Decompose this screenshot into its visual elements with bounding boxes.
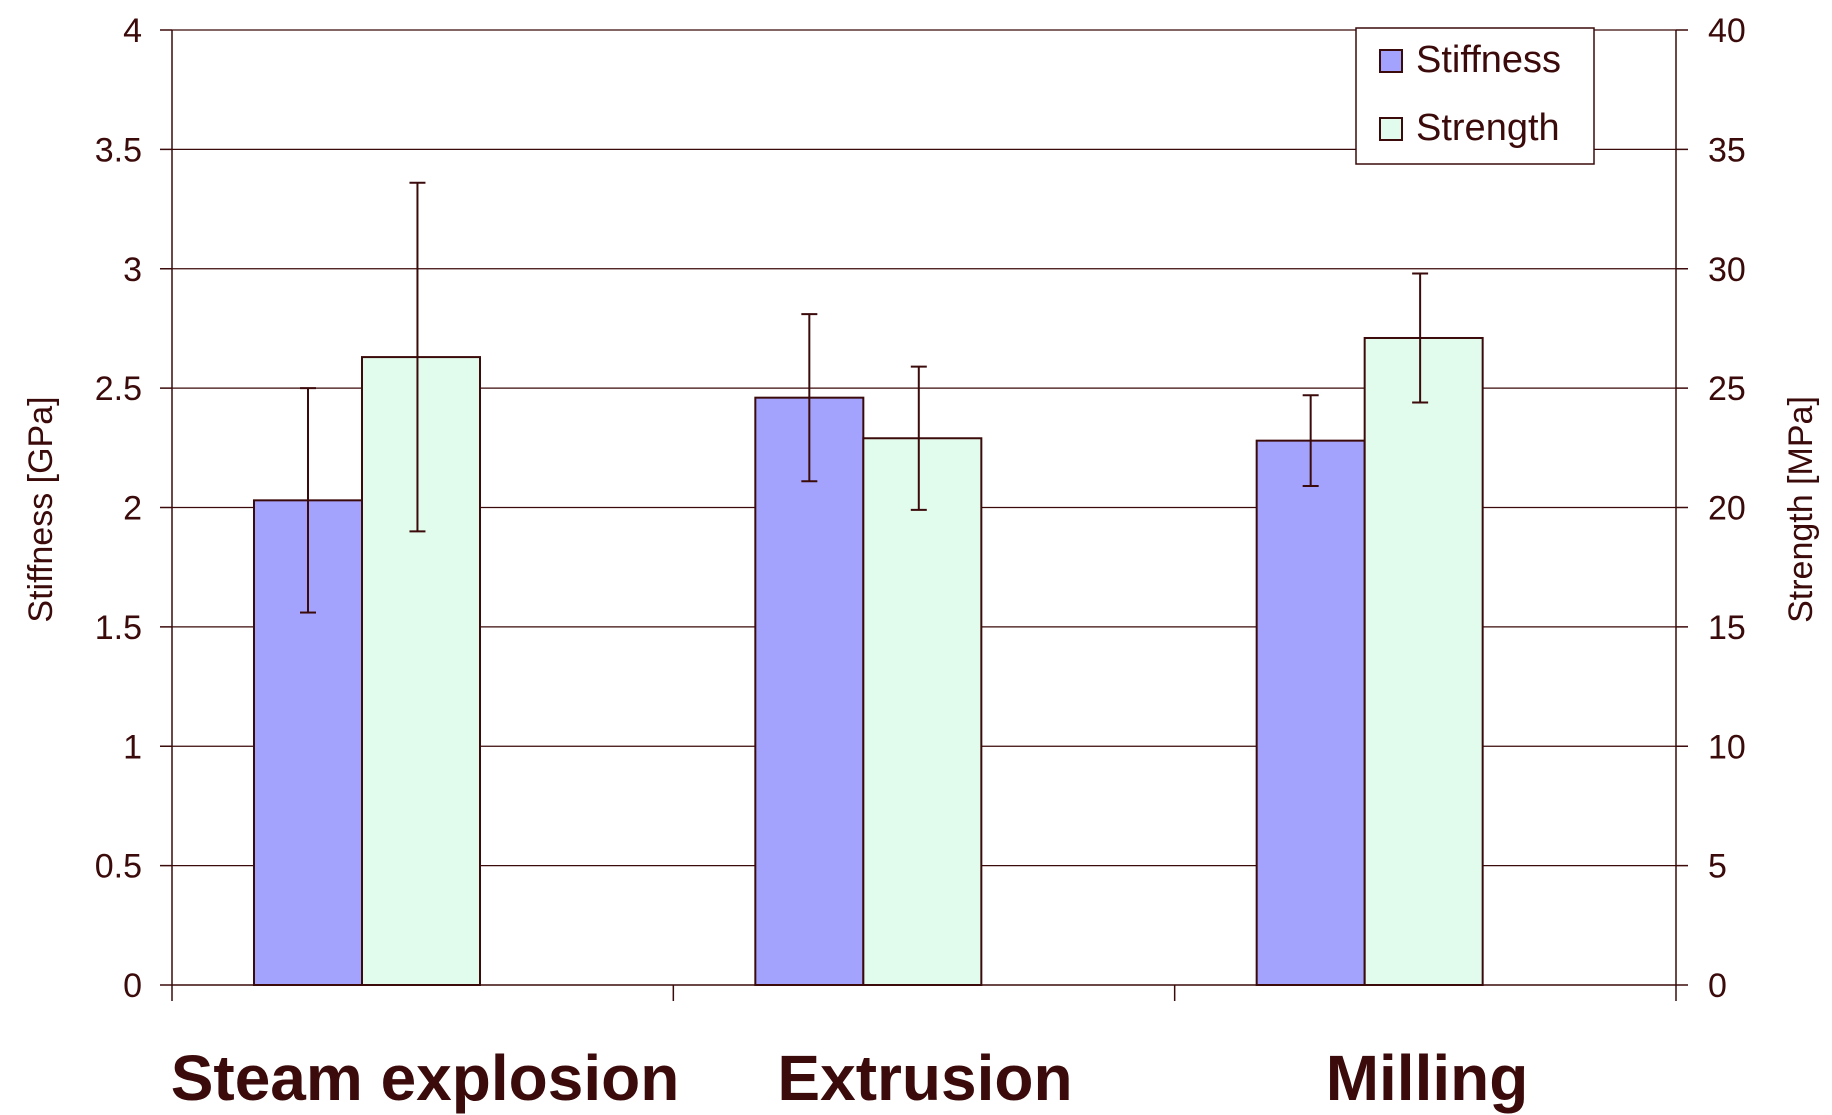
legend-swatch-stiffness: [1379, 49, 1403, 73]
left-tick-label: 4: [123, 12, 142, 50]
right-tick-label: 35: [1708, 131, 1746, 169]
left-tick-label: 2.5: [95, 370, 142, 408]
left-tick-label: 0.5: [95, 848, 142, 886]
left-tick-label: 0: [123, 967, 142, 1005]
left-tick-label: 2: [123, 490, 142, 528]
right-tick-label: 10: [1708, 728, 1746, 766]
legend-swatch-strength: [1379, 117, 1403, 141]
error-bars: [300, 181, 1429, 614]
bar-stiffness-2: [1255, 439, 1366, 986]
bars: [253, 336, 1484, 986]
right-tick-label: 25: [1708, 370, 1746, 408]
labels: 00.511.522.533.540510152025303540Stiffne…: [22, 12, 1820, 1114]
legend-label-strength: Strength: [1416, 107, 1560, 149]
y-axis-right-title: Strength [MPa]: [1782, 396, 1820, 623]
left-tick-label: 1: [123, 728, 142, 766]
y-axis-left-title: Stiffness [GPa]: [22, 396, 60, 622]
left-tick-label: 1.5: [95, 609, 142, 647]
left-tick-label: 3: [123, 251, 142, 289]
left-tick-label: 3.5: [95, 131, 142, 169]
bar-strength-0: [361, 356, 481, 986]
right-tick-label: 0: [1708, 967, 1727, 1005]
right-tick-label: 15: [1708, 609, 1746, 647]
right-tick-label: 20: [1708, 490, 1746, 528]
category-label-2: Milling: [1326, 1042, 1529, 1114]
category-label-1: Extrusion: [777, 1042, 1072, 1114]
right-tick-label: 30: [1708, 251, 1746, 289]
bar-stiffness-1: [754, 396, 865, 986]
legend-label-stiffness: Stiffness: [1416, 39, 1561, 81]
bar-strength-1: [862, 437, 983, 986]
bar-strength-2: [1363, 336, 1484, 986]
category-label-0: Steam explosion: [171, 1042, 680, 1114]
right-tick-label: 40: [1708, 12, 1746, 50]
right-tick-label: 5: [1708, 848, 1727, 886]
legend: Stiffness Strength: [1355, 27, 1595, 165]
